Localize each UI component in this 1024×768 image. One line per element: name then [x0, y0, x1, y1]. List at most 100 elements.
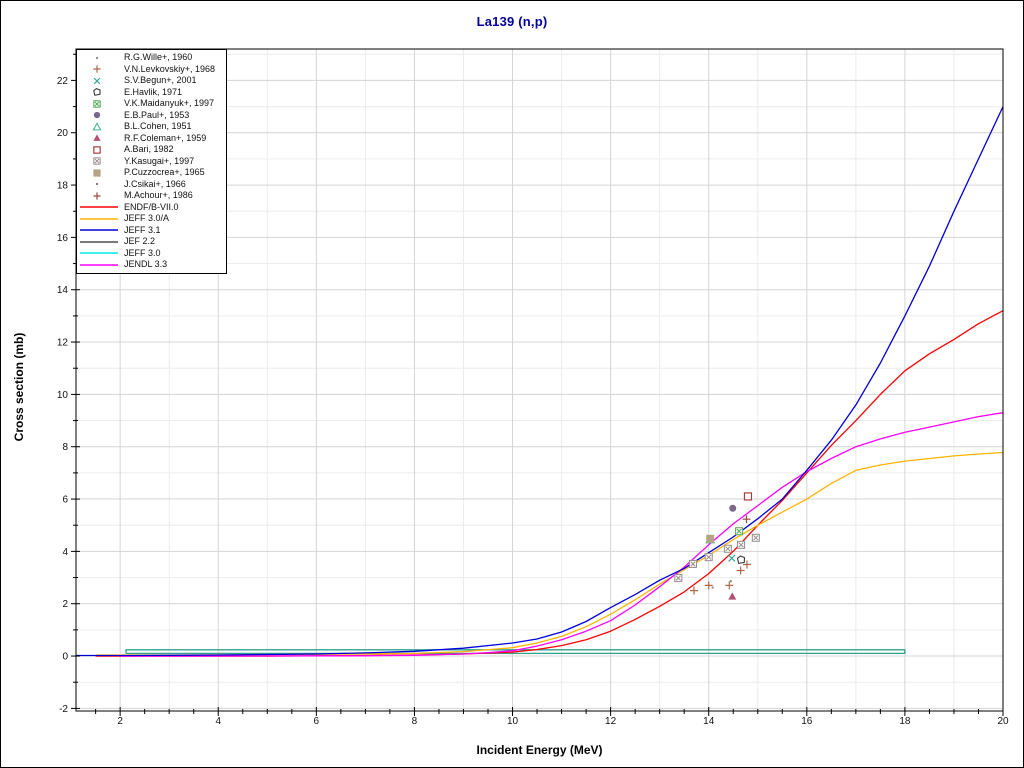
dataset-s-v-begun-2001	[728, 554, 736, 562]
legend-entry-label: V.K.Maidanyuk+, 1997	[124, 98, 214, 109]
tick-label: 0	[62, 652, 68, 663]
legend-entry: A.Bari, 1982	[77, 144, 226, 156]
legend-entry: B.L.Cohen, 1951	[77, 121, 226, 133]
legend-marker-icon	[93, 134, 101, 142]
legend-marker-icon	[93, 65, 101, 73]
tick-label: 12	[57, 338, 69, 349]
tick-label: 8	[62, 442, 68, 453]
curve-jeff-3-0-a	[95, 451, 1004, 656]
legend-marker-icon	[93, 100, 101, 108]
legend-entry: JENDL 3.3	[77, 259, 226, 271]
dataset-m-achour-1986	[742, 515, 751, 524]
tick-label: 20	[57, 128, 69, 139]
legend-line-swatch	[80, 206, 118, 209]
legend-entry-label: R.G.Wille+, 1960	[124, 52, 193, 63]
legend-marker-icon	[96, 56, 98, 59]
x-axis-label: Incident Energy (MeV)	[476, 743, 603, 757]
legend-marker-icon	[93, 88, 101, 97]
legend-entry: JEF 2.2	[77, 236, 226, 248]
tick-label: 22	[57, 76, 69, 87]
legend-box: R.G.Wille+, 1960 V.N.Levkovskiy+, 1968 S.V…	[76, 49, 227, 274]
legend-entry-label: P.Cuzzocrea+, 1965	[124, 167, 205, 178]
legend-entry-label: R.F.Coleman+, 1959	[124, 132, 207, 143]
legend-marker-icon	[93, 157, 101, 165]
legend-entry-label: B.L.Cohen, 1951	[124, 121, 192, 132]
legend-entry-label: JEFF 3.0	[124, 247, 161, 258]
tick-label: 4	[62, 547, 68, 558]
dataset-p-cuzzocrea-1965	[706, 534, 715, 543]
dataset-r-f-coleman-1959	[728, 592, 737, 600]
legend-entry: E.Havlik, 1971	[77, 87, 226, 99]
tick-label: 18	[57, 181, 69, 192]
legend-marker-icon	[93, 169, 101, 177]
legend-entry: M.Achour+, 1986	[77, 190, 226, 202]
tick-label: 10	[507, 716, 519, 727]
curve-endf-b-vii-0	[95, 310, 1004, 657]
legend-entry: P.Cuzzocrea+, 1965	[77, 167, 226, 179]
legend-entry: V.K.Maidanyuk+, 1997	[77, 98, 226, 110]
dataset-j-csikai-1966	[729, 580, 732, 583]
tick-label: 14	[703, 716, 715, 727]
legend-entry: R.G.Wille+, 1960	[77, 52, 226, 64]
legend-entry-label: J.Csikai+, 1966	[124, 178, 186, 189]
curve-jeff-3-1	[76, 106, 1004, 657]
dataset-e-b-paul-1953	[729, 504, 737, 512]
dataset-a-bari-1982	[743, 492, 753, 501]
legend-entry: R.F.Coleman+, 1959	[77, 133, 226, 145]
legend-entry: Y.Kasugai+, 1997	[77, 156, 226, 168]
legend-entry: J.Csikai+, 1966	[77, 179, 226, 191]
legend-marker-icon	[93, 77, 101, 85]
legend-line-swatch	[80, 217, 118, 220]
dataset-e-havlik-1971	[736, 555, 746, 564]
tick-label: 14	[57, 285, 69, 296]
legend-marker-icon	[92, 122, 102, 131]
legend-marker-icon	[93, 145, 101, 154]
tick-label: 10	[57, 390, 69, 401]
legend-line-swatch	[80, 240, 118, 243]
legend-entry: JEFF 3.0	[77, 248, 226, 260]
tick-label: 20	[997, 716, 1009, 727]
dataset-v-n-levkovskiy-1968	[690, 560, 751, 595]
legend-entry: JEFF 3.1	[77, 225, 226, 237]
legend-entry-label: Y.Kasugai+, 1997	[124, 155, 195, 166]
legend-marker-icon	[93, 112, 101, 119]
legend-entry: JEFF 3.0/A	[77, 213, 226, 225]
dataset-v-k-maidanyuk-1997	[735, 527, 744, 536]
legend-entry-label: JEFF 3.1	[124, 224, 161, 235]
legend-entry: S.V.Begun+, 2001	[77, 75, 226, 87]
tick-label: 6	[314, 716, 320, 727]
legend-marker-icon	[96, 183, 98, 186]
legend-entry: V.N.Levkovskiy+, 1968	[77, 64, 226, 76]
legend-entry-label: S.V.Begun+, 2001	[124, 75, 197, 86]
tick-label: 12	[605, 716, 617, 727]
dataset-r-g-wille-1960	[711, 586, 714, 589]
legend-entry-label: JEFF 3.0/A	[124, 213, 170, 224]
legend-entry: E.B.Paul+, 1953	[77, 110, 226, 122]
tick-label: 2	[62, 599, 68, 610]
tick-label: 8	[412, 716, 418, 727]
legend-line-swatch	[80, 252, 118, 255]
legend-entry-label: JENDL 3.3	[124, 259, 168, 270]
legend-entry-label: A.Bari, 1982	[124, 144, 174, 155]
axes-box	[75, 48, 1004, 712]
tick-label: -2	[59, 704, 68, 715]
tick-label: 16	[801, 716, 813, 727]
legend-entry-label: JEF 2.2	[124, 236, 156, 247]
legend-entry: ENDF/B-VII.0	[77, 202, 226, 214]
tick-label: 6	[62, 495, 68, 506]
legend-entry-label: E.B.Paul+, 1953	[124, 109, 190, 120]
page-title: La139 (n,p)	[476, 14, 548, 29]
dataset-y-kasugai-1997	[674, 533, 760, 583]
curve-jendl-3-3	[120, 412, 1004, 657]
legend-marker-icon	[93, 192, 101, 200]
tick-label: 18	[899, 716, 911, 727]
tick-label: 16	[57, 233, 69, 244]
tick-label: 4	[215, 716, 221, 727]
legend-line-swatch	[80, 263, 118, 266]
legend-entry-label: V.N.Levkovskiy+, 1968	[124, 63, 215, 74]
legend-line-swatch	[80, 229, 118, 232]
legend-entry-label: E.Havlik, 1971	[124, 86, 183, 97]
legend-entry-label: M.Achour+, 1986	[124, 190, 193, 201]
tick-label: 2	[117, 716, 123, 727]
